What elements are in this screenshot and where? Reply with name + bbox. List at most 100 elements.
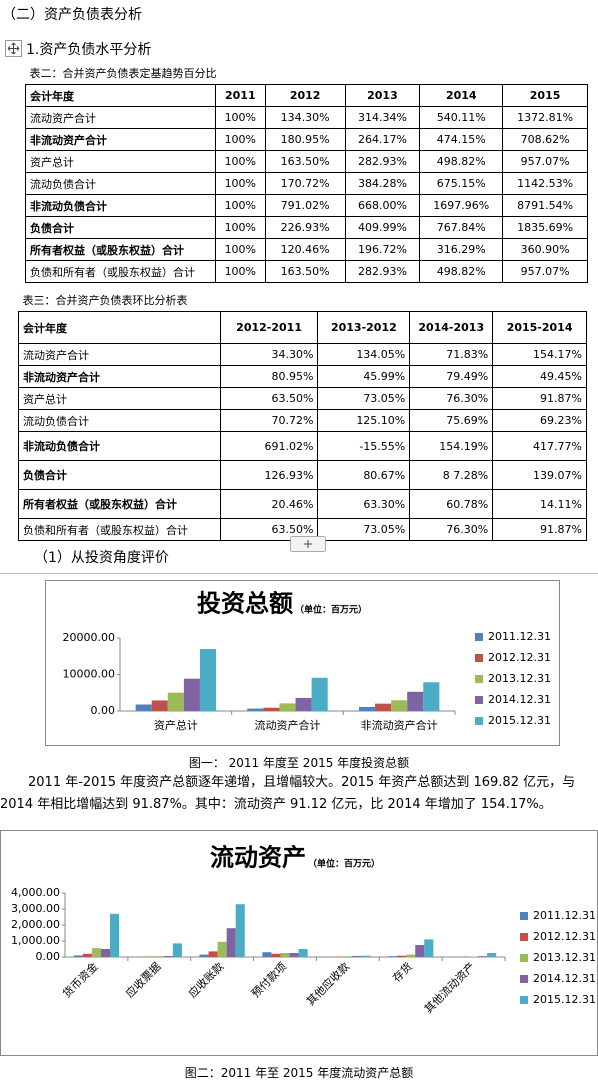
legend-swatch [475, 654, 483, 662]
bar [415, 945, 425, 957]
table-cell: 91.87% [492, 518, 587, 541]
table-cell: 70.72% [219, 409, 319, 432]
table-cell: 14.11% [492, 489, 587, 519]
bar [199, 954, 209, 957]
x-tick-label: 资产总计 [154, 718, 198, 732]
bar [279, 703, 296, 711]
table-row: 非流动资产合计 100% 180.95% 264.17% 474.15% 708.62% [25, 128, 588, 151]
table-cell: 34.30% [219, 343, 319, 366]
table: 表三：合并资产负债表环比分析表 会计年度 2012-2011 2013-2012 201… [18, 289, 587, 541]
table-cell: 100% [214, 238, 266, 261]
table-cell: 498.82% [419, 150, 504, 173]
bar [100, 949, 111, 957]
bar [73, 955, 83, 957]
table-cell: 流动资产合计 [18, 343, 221, 366]
table-row: 负债和所有者（或股东权益）合计 100% 163.50% 282.93% 498.82%… [25, 260, 588, 283]
table-cell: 2012 [264, 84, 346, 107]
bar [358, 706, 376, 711]
table-cell: 498.82% [419, 260, 504, 283]
subheading: 1.资产负债水平分析 [26, 42, 152, 58]
table-cell: 316.29% [419, 238, 504, 261]
table-cell: 所有者权益（或股东权益）合计 [18, 489, 221, 519]
chart-title: 流动资产 [210, 844, 306, 872]
bar [407, 691, 424, 711]
table-cell: 63.30% [317, 489, 411, 519]
table-row: 表三：合并资产负债表环比分析表 [19, 289, 587, 312]
bar [183, 678, 200, 711]
chart-subtitle: （单位：百万元） [295, 604, 367, 616]
table-row: 会计年度 2011 2012 2013 2014 2015 [25, 84, 588, 107]
table-row: 流动负债合计 70.72% 125.10% 75.69% 69.23% [18, 409, 587, 432]
table-cell: 表三：合并资产负债表环比分析表 [22, 294, 188, 307]
legend-label: 2013.12.31 [488, 672, 551, 685]
table-cell: 流动负债合计 [25, 172, 216, 195]
table-cell: 384.28% [344, 172, 421, 195]
table-cell: 8 7.28% [409, 460, 494, 490]
legend-swatch [475, 633, 483, 641]
chart: 流动资产 （单位：百万元） 0.00 1,000.00 2,000.00 3,000.00… [0, 830, 598, 1056]
table-row: 流动资产合计 100% 134.30% 314.34% 540.11% 1372.81% [25, 106, 588, 129]
add-row-button[interactable] [290, 536, 326, 552]
chart-subtitle: （单位：百万元） [308, 858, 380, 870]
figure-caption: 图二：2011 年至 2015 年度流动资产总额 [184, 1066, 414, 1080]
table-cell: 2013-2012 [317, 311, 411, 344]
bar [110, 913, 120, 957]
y-tick-label: 10000.00 [63, 668, 116, 681]
table-cell: 474.15% [419, 128, 504, 151]
bar [406, 954, 416, 957]
table-cell: 2014 [419, 84, 504, 107]
paragraph: 2011 年-2015 年度资产总额逐年递增，且增幅较大。2015 年资产总额达… [0, 775, 576, 812]
table-cell: 负债合计 [25, 216, 216, 239]
table-cell: 691.02% [219, 431, 319, 461]
bar [263, 707, 280, 711]
separator [0, 573, 598, 574]
legend-label: 2015.12.31 [533, 993, 596, 1006]
table-cell: 100% [214, 106, 266, 129]
x-tick-label: 非流动资产合计 [361, 718, 438, 732]
bar [247, 708, 264, 711]
table-cell: 170.72% [264, 172, 346, 195]
table-cell: 120.46% [264, 238, 346, 261]
table-cell: 163.50% [264, 260, 346, 283]
table-cell: 100% [214, 216, 266, 239]
legend-label: 2012.12.31 [488, 651, 551, 664]
table-cell: 100% [214, 150, 266, 173]
table-cell: 360.90% [502, 238, 588, 261]
bar [343, 956, 353, 957]
table-cell: 63.50% [219, 518, 319, 541]
table-row: 非流动负债合计 691.02% -15.55% 154.19% 417.77% [18, 431, 587, 461]
table-cell: 134.30% [264, 106, 346, 129]
bar [298, 949, 308, 957]
table-cell: 63.50% [219, 387, 319, 410]
table-cell: 80.67% [317, 460, 411, 490]
y-tick-label: 4,000.00 [11, 886, 60, 899]
table-cell: 100% [214, 172, 266, 195]
bar [199, 649, 217, 711]
figure-caption: 图一： 2011 年度至 2015 年度投资总额 [188, 756, 410, 770]
legend-swatch [520, 912, 528, 920]
legend-label: 2012.12.31 [533, 930, 596, 943]
table-cell: 139.07% [492, 460, 587, 490]
table-cell: 196.72% [344, 238, 421, 261]
table-cell: 2014-2013 [409, 311, 494, 344]
table-row: 负债和所有者（或股东权益）合计 63.50% 73.05% 76.30% 91.87% [18, 518, 587, 541]
table-row: 非流动资产合计 80.95% 45.99% 79.49% 49.45% [18, 365, 587, 388]
table-cell: 69.23% [492, 409, 587, 432]
legend-swatch [475, 675, 483, 683]
table-cell: 73.05% [317, 387, 411, 410]
bar [163, 956, 173, 957]
table-cell: 957.07% [502, 260, 588, 283]
bar [151, 700, 168, 711]
table-cell: 154.19% [409, 431, 494, 461]
table-cell: 会计年度 [25, 84, 216, 107]
table-row: 负债合计 100% 226.93% 409.99% 767.84% 1835.69% [25, 216, 588, 239]
table-cell: 73.05% [317, 518, 411, 541]
legend-label: 2015.12.31 [488, 714, 551, 727]
move-handle[interactable] [5, 40, 23, 58]
table-cell: 45.99% [317, 365, 411, 388]
bar [208, 951, 218, 957]
bar [280, 953, 290, 957]
chart: 投资总额 （单位：百万元） 0.00 10000.00 20000.00 资产总计 流动资产… [45, 580, 560, 746]
y-tick-label: 1,000.00 [11, 934, 60, 947]
bar [311, 677, 328, 711]
